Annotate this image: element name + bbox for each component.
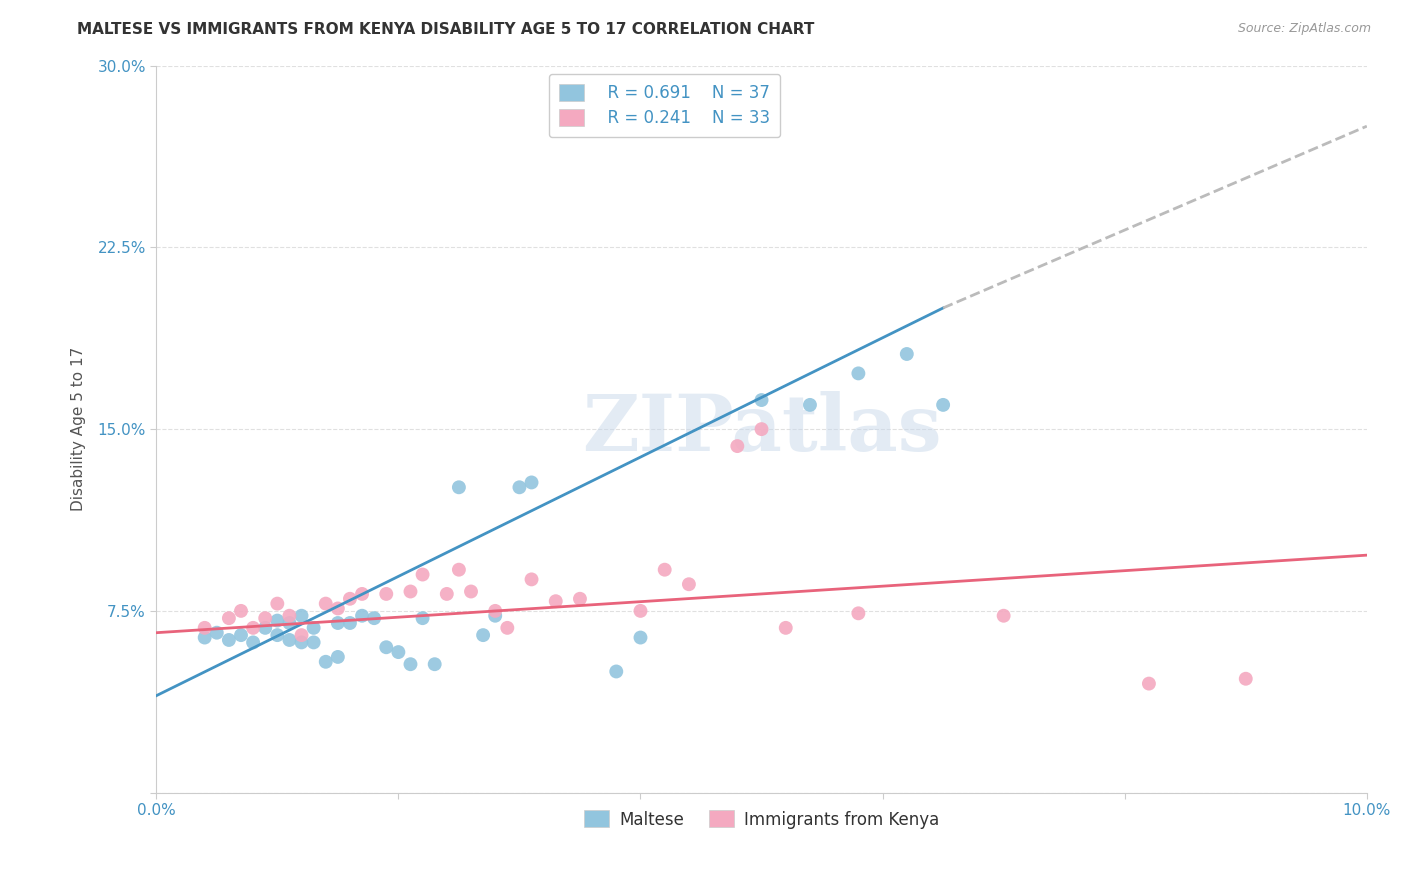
Point [194, 621, 217, 635]
Point [399, 657, 422, 672]
Point [848, 367, 870, 381]
Point [896, 347, 918, 361]
Point [630, 604, 652, 618]
Point [290, 628, 312, 642]
Point [751, 392, 773, 407]
Point [339, 591, 361, 606]
Point [242, 635, 264, 649]
Point [326, 601, 349, 615]
Text: ZIPatlas: ZIPatlas [582, 391, 942, 467]
Point [520, 573, 543, 587]
Point [278, 608, 301, 623]
Point [278, 632, 301, 647]
Point [460, 584, 482, 599]
Point [848, 607, 870, 621]
Point [436, 587, 458, 601]
Point [678, 577, 700, 591]
Point [278, 615, 301, 630]
Y-axis label: Disability Age 5 to 17: Disability Age 5 to 17 [72, 347, 86, 511]
Point [266, 628, 288, 642]
Point [315, 597, 337, 611]
Point [993, 608, 1015, 623]
Point [290, 608, 312, 623]
Point [472, 628, 495, 642]
Point [520, 475, 543, 490]
Point [339, 615, 361, 630]
Point [315, 655, 337, 669]
Text: MALTESE VS IMMIGRANTS FROM KENYA DISABILITY AGE 5 TO 17 CORRELATION CHART: MALTESE VS IMMIGRANTS FROM KENYA DISABIL… [77, 22, 814, 37]
Point [447, 563, 470, 577]
Point [423, 657, 446, 672]
Point [654, 563, 676, 577]
Point [363, 611, 385, 625]
Point [496, 621, 519, 635]
Point [447, 480, 470, 494]
Point [630, 631, 652, 645]
Point [1137, 676, 1160, 690]
Point [932, 398, 955, 412]
Point [242, 621, 264, 635]
Point [229, 604, 252, 618]
Point [302, 621, 325, 635]
Point [508, 480, 530, 494]
Point [375, 587, 398, 601]
Point [254, 621, 277, 635]
Point [568, 591, 591, 606]
Point [194, 631, 217, 645]
Point [375, 640, 398, 655]
Point [218, 632, 240, 647]
Point [399, 584, 422, 599]
Legend: Maltese, Immigrants from Kenya: Maltese, Immigrants from Kenya [578, 804, 946, 835]
Point [605, 665, 627, 679]
Point [725, 439, 748, 453]
Point [290, 635, 312, 649]
Point [326, 649, 349, 664]
Point [544, 594, 567, 608]
Point [775, 621, 797, 635]
Point [266, 597, 288, 611]
Point [412, 611, 434, 625]
Point [229, 628, 252, 642]
Point [205, 625, 228, 640]
Point [799, 398, 821, 412]
Point [218, 611, 240, 625]
Point [302, 635, 325, 649]
Point [254, 611, 277, 625]
Point [484, 608, 506, 623]
Point [352, 608, 374, 623]
Point [326, 615, 349, 630]
Point [352, 587, 374, 601]
Point [266, 614, 288, 628]
Point [1234, 672, 1257, 686]
Point [484, 604, 506, 618]
Point [387, 645, 409, 659]
Point [751, 422, 773, 436]
Point [412, 567, 434, 582]
Text: Source: ZipAtlas.com: Source: ZipAtlas.com [1237, 22, 1371, 36]
